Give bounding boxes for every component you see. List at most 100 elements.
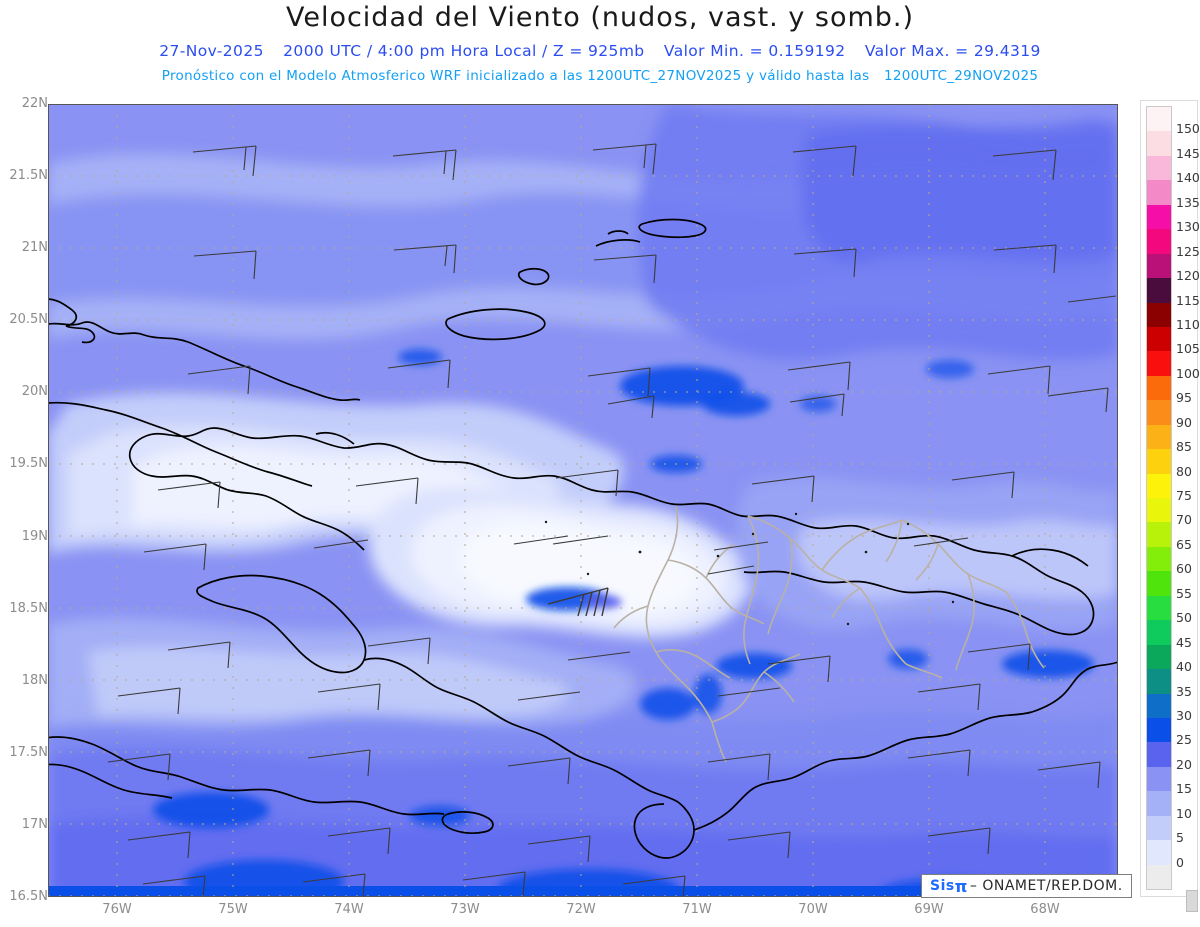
page-title: Velocidad del Viento (nudos, vast. y som…: [285, 2, 915, 33]
model-info-line: Pronóstico con el Modelo Atmosferico WRF…: [0, 68, 1200, 84]
colorbar-tick-label: 120: [1176, 268, 1200, 284]
colorbar-tick-label: 25: [1176, 732, 1192, 748]
bottom-jet-strip: [48, 886, 1118, 897]
meta-separator-1: /: [366, 42, 373, 60]
colorbar-band: [1147, 644, 1171, 670]
map-canvas[interactable]: [48, 104, 1118, 897]
latitude-tick-label: 18.5N: [9, 600, 48, 616]
colorbar-tick-label: 75: [1176, 488, 1192, 503]
colorbar-band: [1147, 693, 1171, 718]
model-valid-text: y válido hasta las: [746, 68, 870, 84]
longitude-tick-label: 75W: [218, 902, 248, 917]
value-min: Valor Min. = 0.159192: [663, 42, 846, 60]
field-contours: [48, 104, 1118, 897]
latitude-tick-label: 20N: [21, 384, 48, 400]
colorbar-band: [1147, 669, 1171, 694]
colorbar-tick-label: 150: [1176, 121, 1200, 137]
terrain-speckle: [544, 512, 955, 626]
colorbar-tick-label: 85: [1176, 439, 1192, 455]
colorbar-band: [1147, 546, 1171, 572]
colorbar-band: [1147, 107, 1171, 132]
colorbar-tick-label: 45: [1176, 634, 1192, 650]
latitude-tick-label: 21.5N: [9, 168, 48, 184]
colorbar-band: [1147, 498, 1171, 523]
colorbar-band: [1147, 571, 1171, 596]
colorbar-band: [1147, 180, 1171, 205]
longitude-tick-label: 73W: [450, 902, 480, 917]
colorbar-tick-label: 95: [1176, 390, 1192, 406]
colorbar-band: [1147, 449, 1171, 474]
logo-sis-text: Sis: [930, 878, 955, 894]
colorbar-tick-label: 135: [1176, 194, 1200, 210]
longitude-tick-label: 71W: [682, 902, 712, 917]
plot-border: [48, 104, 1118, 897]
colorbar-band: [1147, 620, 1171, 645]
logo-pi-icon: π: [954, 876, 968, 896]
model-valid-time: 1200UTC_29NOV2025: [884, 68, 1039, 84]
longitude-tick-label: 74W: [334, 902, 364, 917]
colorbar-tick-label: 145: [1176, 145, 1200, 161]
colorbar-tick-label: 140: [1176, 170, 1200, 186]
colorbar-band: [1147, 278, 1171, 303]
latitude-tick-label: 16.5N: [9, 889, 48, 904]
scrollbar-thumb[interactable]: [1186, 890, 1198, 912]
colorbar-tick-label: 105: [1176, 341, 1200, 357]
longitude-tick-label: 70W: [798, 902, 828, 917]
colorbar-band: [1147, 400, 1171, 425]
colorbar-tick-label: 125: [1176, 243, 1200, 259]
colorbar-band: [1147, 204, 1171, 230]
colorbar-band: [1147, 815, 1171, 841]
colorbar-band: [1147, 522, 1171, 547]
forecast-level: Z = 925mb: [552, 42, 645, 60]
model-init-time: 1200UTC_27NOV2025: [587, 68, 742, 84]
forecast-utc-time: 2000 UTC: [283, 42, 362, 60]
province-boundaries: [613, 505, 1045, 763]
longitude-tick-label: 76W: [102, 902, 132, 917]
longitude-tick-label: 72W: [566, 902, 596, 917]
logo-agency-text: – ONAMET/REP.DOM.: [969, 878, 1123, 894]
longitude-tick-label: 69W: [914, 902, 944, 917]
colorbar-tick-label: 100: [1176, 365, 1200, 381]
forecast-local-time: 4:00 pm Hora Local: [377, 42, 537, 60]
colorbar-band: [1147, 717, 1171, 743]
colorbar-band: [1147, 595, 1171, 621]
colorbar-tick-label: 0: [1176, 854, 1184, 870]
colorbar-tick-label: 60: [1176, 561, 1192, 577]
colorbar-tick-label: 110: [1176, 316, 1200, 332]
colorbar-band: [1147, 840, 1171, 865]
colorbar-band: [1147, 766, 1171, 792]
forecast-date: 27-Nov-2025: [159, 42, 264, 60]
colorbar-tick-label: 35: [1176, 683, 1192, 699]
wind-speed-map[interactable]: [48, 104, 1118, 897]
wind-barbs: [107, 143, 1117, 897]
colorbar-band: [1147, 424, 1171, 450]
colorbar-tick-label: 5: [1176, 830, 1184, 846]
latitude-tick-label: 17.5N: [9, 744, 48, 760]
colorbar-band: [1147, 473, 1171, 498]
latitude-tick-label: 22N: [21, 96, 48, 111]
colorbar-tick-label: 40: [1176, 659, 1192, 675]
latitude-tick-label: 19.5N: [9, 456, 48, 472]
colorbar-band: [1147, 375, 1171, 401]
colorbar[interactable]: [1146, 106, 1172, 890]
colorbar-band: [1147, 791, 1171, 816]
meta-separator-2: /: [542, 42, 548, 60]
agency-logo: Sis π – ONAMET/REP.DOM.: [921, 874, 1132, 898]
colorbar-band: [1147, 864, 1171, 889]
colorbar-tick-label: 15: [1176, 781, 1192, 797]
latitude-tick-label: 18N: [21, 672, 48, 688]
colorbar-tick-label: 115: [1176, 292, 1200, 308]
colorbar-tick-label: 70: [1176, 512, 1192, 528]
model-description: Pronóstico con el Modelo Atmosferico WRF…: [161, 68, 583, 84]
colorbar-tick-label: 50: [1176, 610, 1192, 626]
latitude-tick-label: 21N: [21, 240, 48, 256]
colorbar-tick-label: 20: [1176, 756, 1192, 772]
value-max: Valor Max. = 29.4319: [864, 42, 1041, 60]
colorbar-band: [1147, 229, 1171, 254]
colorbar-band: [1147, 131, 1171, 156]
forecast-meta-line: 27-Nov-2025 2000 UTC / 4:00 pm Hora Loca…: [0, 42, 1200, 60]
colorbar-band: [1147, 302, 1171, 327]
colorbar-tick-label: 10: [1176, 805, 1192, 821]
colorbar-band: [1147, 742, 1171, 767]
